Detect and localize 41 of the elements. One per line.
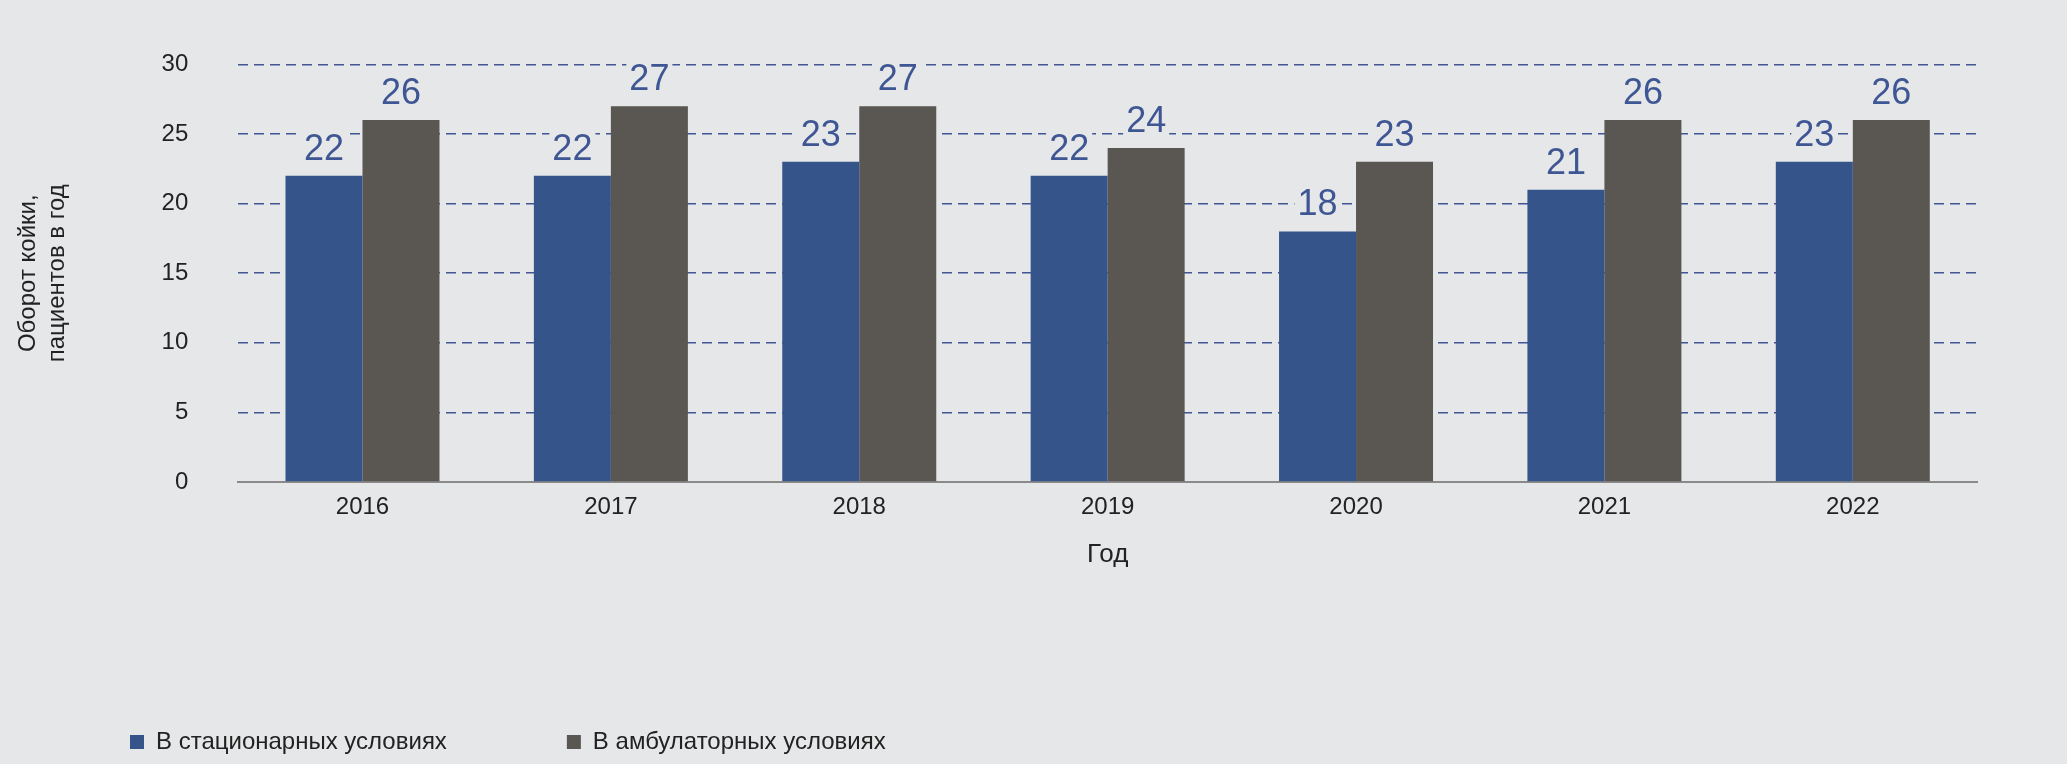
y-tick-label: 25 <box>161 118 189 146</box>
y-tick-label: 0 <box>174 466 189 494</box>
x-tick-label: 2020 <box>1329 492 1383 520</box>
bar <box>1604 120 1682 482</box>
bar <box>782 161 860 482</box>
data-label: 18 <box>1297 182 1338 224</box>
bar <box>1107 147 1185 482</box>
data-label: 23 <box>800 112 841 154</box>
data-label: 23 <box>1374 112 1415 154</box>
bar <box>859 106 937 482</box>
x-tick-label: 2018 <box>832 492 886 520</box>
x-axis-title: Год <box>1086 537 1129 568</box>
y-tick-label: 30 <box>161 49 189 77</box>
data-label: 24 <box>1126 98 1167 140</box>
x-tick-label: 2019 <box>1080 492 1135 520</box>
x-tick-label: 2021 <box>1577 492 1632 520</box>
legend-label: В амбулаторных условиях <box>592 726 886 754</box>
x-tick-label: 2022 <box>1826 492 1880 520</box>
data-label: 26 <box>1622 71 1663 112</box>
y-axis-title: Оборот койки, пациентов в год <box>13 184 69 363</box>
bar <box>1852 120 1930 482</box>
bar <box>1356 161 1434 482</box>
data-label: 22 <box>303 126 345 168</box>
data-label: 27 <box>877 57 918 99</box>
data-label: 23 <box>1794 112 1835 154</box>
x-tick-label: 2016 <box>335 492 390 520</box>
data-label: 26 <box>1871 71 1912 112</box>
bar <box>285 175 363 482</box>
bar <box>610 106 688 482</box>
data-label: 27 <box>629 57 670 99</box>
y-tick-label: 10 <box>161 327 189 355</box>
y-tick-label: 5 <box>174 397 189 425</box>
data-label: 21 <box>1545 140 1586 182</box>
y-tick-label: 20 <box>161 188 189 216</box>
data-label: 26 <box>380 71 422 112</box>
data-label: 22 <box>552 126 593 168</box>
data-label: 22 <box>1049 126 1090 168</box>
y-tick-label: 15 <box>161 257 189 285</box>
x-tick-label: 2017 <box>584 492 638 520</box>
legend-label: В стационарных условиях <box>156 726 447 754</box>
bar <box>362 120 440 482</box>
